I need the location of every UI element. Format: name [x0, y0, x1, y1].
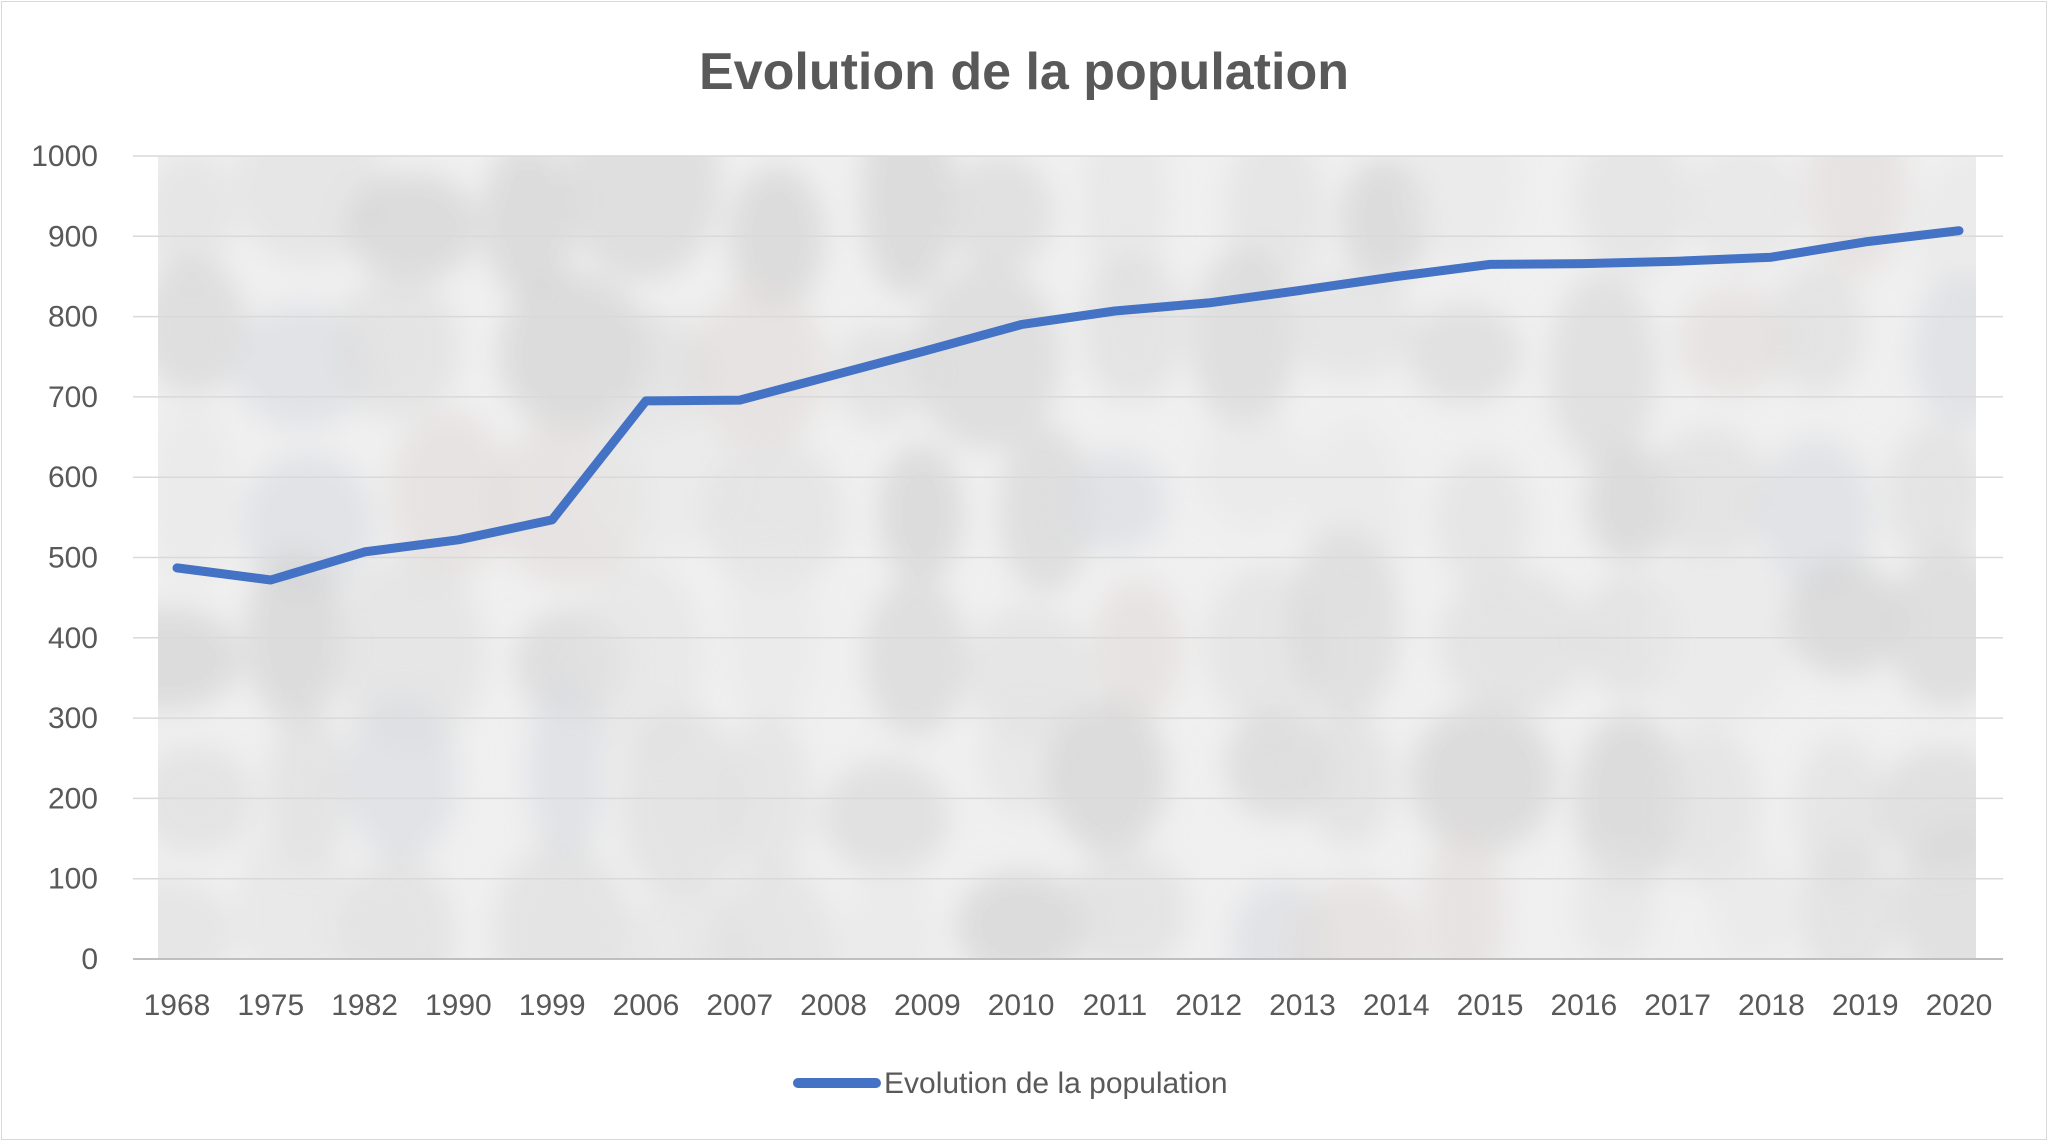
- data-point: [1770, 256, 1772, 258]
- y-tick-label: 800: [48, 301, 98, 334]
- data-point: [1489, 263, 1491, 265]
- x-tick-label: 2006: [613, 989, 680, 1022]
- series-line: [172, 226, 1964, 585]
- y-tick-label: 400: [48, 622, 98, 655]
- x-tick-label: 2008: [800, 989, 867, 1022]
- data-point: [1395, 275, 1397, 277]
- y-tick-label: 500: [48, 542, 98, 575]
- data-point: [926, 349, 928, 351]
- data-point: [1114, 310, 1116, 312]
- data-point: [1301, 289, 1303, 291]
- data-point: [1677, 260, 1679, 262]
- x-axis: 1968 1975 1982 1990 1999 2006 2007 2008 2009 2010…: [144, 989, 1993, 1022]
- x-tick-label: 2011: [1083, 989, 1148, 1022]
- series-group: [172, 226, 1964, 585]
- legend: Evolution de la population: [793, 1067, 1228, 1100]
- x-tick-label: 2019: [1832, 989, 1899, 1022]
- data-point: [364, 551, 366, 553]
- data-point: [833, 374, 835, 376]
- data-point: [645, 400, 647, 402]
- data-point: [176, 567, 178, 569]
- x-tick-label: 2014: [1363, 989, 1430, 1022]
- x-tick-label: 2012: [1175, 989, 1242, 1022]
- x-tick-label: 1968: [144, 989, 211, 1022]
- x-tick-label: 1990: [425, 989, 492, 1022]
- y-tick-label: 0: [81, 943, 98, 976]
- gridlines: [133, 155, 2003, 960]
- y-axis: 0 100 200 300 400 500 600 700 800 900 1000: [31, 140, 98, 976]
- x-tick-label: 2010: [988, 989, 1055, 1022]
- x-tick-label: 2007: [706, 989, 773, 1022]
- x-tick-label: 2020: [1926, 989, 1993, 1022]
- x-tick-label: 2016: [1550, 989, 1617, 1022]
- data-point: [1208, 302, 1210, 304]
- data-point: [739, 399, 741, 401]
- crowd-background-image: [158, 156, 1976, 959]
- data-point: [1020, 324, 1022, 326]
- data-point: [457, 539, 459, 541]
- y-tick-label: 100: [48, 863, 98, 896]
- legend-label: Evolution de la population: [884, 1067, 1228, 1100]
- x-tick-label: 1999: [519, 989, 586, 1022]
- data-point: [1864, 241, 1866, 243]
- x-tick-label: 2013: [1269, 989, 1336, 1022]
- data-point: [551, 519, 553, 521]
- y-tick-label: 900: [48, 220, 98, 253]
- y-tick-label: 200: [48, 782, 98, 815]
- x-tick-label: 2017: [1644, 989, 1711, 1022]
- data-point: [1958, 230, 1960, 232]
- y-tick-label: 600: [48, 461, 98, 494]
- y-tick-label: 1000: [31, 140, 98, 173]
- x-tick-label: 2015: [1457, 989, 1524, 1022]
- x-tick-label: 2009: [894, 989, 961, 1022]
- data-point: [1583, 263, 1585, 265]
- x-tick-label: 1975: [237, 989, 304, 1022]
- y-tick-label: 300: [48, 702, 98, 735]
- data-point: [270, 579, 272, 581]
- x-tick-label: 1982: [331, 989, 398, 1022]
- y-tick-label: 700: [48, 381, 98, 414]
- x-tick-label: 2018: [1738, 989, 1805, 1022]
- chart-title: Evolution de la population: [699, 43, 1349, 101]
